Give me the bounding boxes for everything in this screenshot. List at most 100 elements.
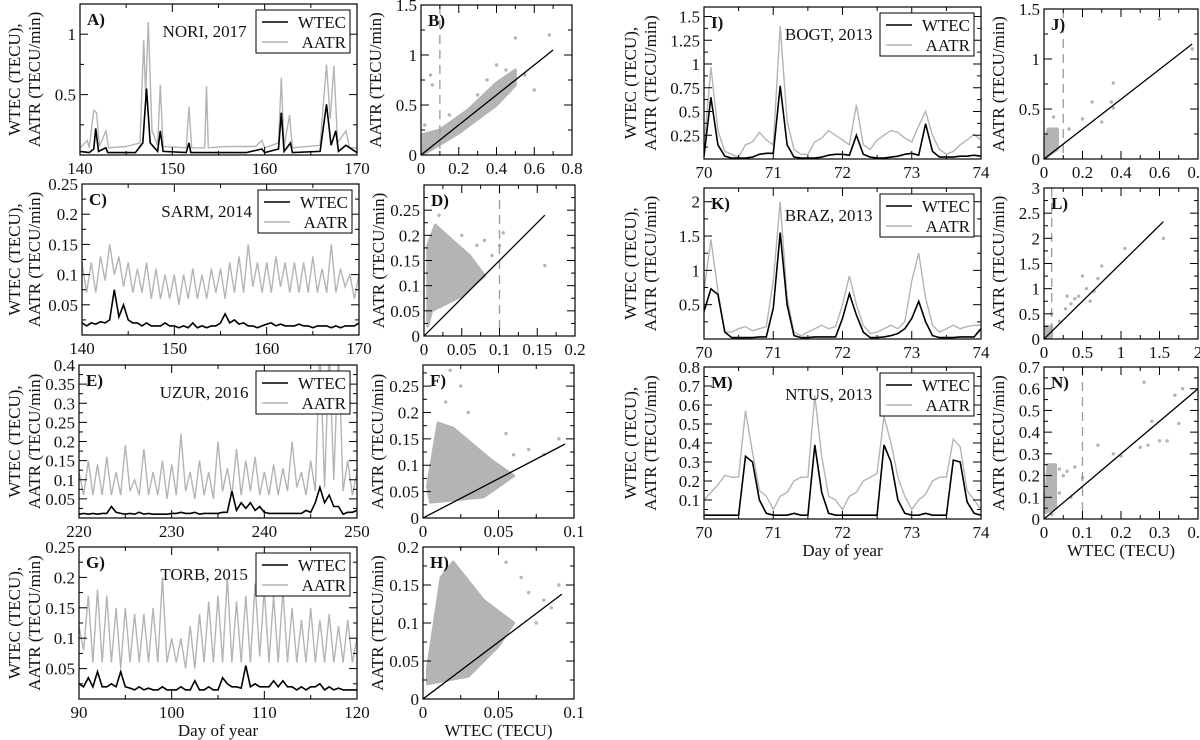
y-tick-label: 0.4 bbox=[1019, 423, 1041, 442]
y-tick-label: 0.15 bbox=[48, 235, 78, 254]
scatter-point bbox=[459, 384, 463, 388]
scatter-point bbox=[1088, 299, 1092, 303]
legend-box bbox=[879, 372, 975, 417]
y-tick-label: 1.5 bbox=[1019, 255, 1040, 274]
scatter-point bbox=[1069, 302, 1073, 306]
scatter-point bbox=[534, 621, 538, 625]
x-tick-label: 230 bbox=[159, 522, 185, 541]
x-tick-label: 0.2 bbox=[448, 159, 469, 178]
y-tick-label: 1 bbox=[1032, 50, 1041, 69]
legend-box bbox=[879, 193, 975, 238]
y-tick-label: 0.3 bbox=[54, 394, 75, 413]
y-tick-label: 0.6 bbox=[679, 396, 700, 415]
x-tick-label: 0 bbox=[1040, 343, 1049, 362]
x-tick-label: 1.5 bbox=[1149, 343, 1170, 362]
scatter-point bbox=[1157, 439, 1162, 443]
scatter-point bbox=[1073, 297, 1077, 301]
panel-letter: N) bbox=[1051, 373, 1069, 392]
legend-label-aatr: AATR bbox=[302, 33, 347, 52]
x-tick-label: 70 bbox=[696, 163, 713, 182]
scatter-point bbox=[1177, 421, 1181, 426]
scatter-point bbox=[504, 560, 508, 564]
scatter-point bbox=[1165, 439, 1169, 443]
y-tick-label: 1 bbox=[692, 55, 701, 74]
scatter-point bbox=[1080, 117, 1085, 121]
y-tick-label: 0.1 bbox=[399, 277, 420, 296]
x-tick-label: 72 bbox=[834, 163, 851, 182]
legend-label-wtec: WTEC bbox=[922, 16, 970, 35]
y-tick-label: 0.1 bbox=[398, 614, 419, 633]
scatter-dense-cloud bbox=[426, 560, 516, 686]
y-tick-label: 0.25 bbox=[48, 175, 78, 194]
scatter-dense-cloud bbox=[426, 223, 486, 328]
series-aatr-line bbox=[704, 25, 981, 158]
plot-frame bbox=[1043, 8, 1199, 160]
x-tick-label: 250 bbox=[344, 522, 370, 541]
legend-label-wtec: WTEC bbox=[922, 197, 970, 216]
y-axis-label: WTEC (TECU), bbox=[5, 385, 24, 497]
x-tick-label: 0 bbox=[417, 159, 426, 178]
y-tick-label: 0.2 bbox=[57, 205, 78, 224]
legend-box bbox=[879, 12, 975, 57]
panel-letter: D) bbox=[431, 191, 449, 210]
y-tick-label: 0.5 bbox=[1019, 305, 1040, 324]
y-tick-label: 0.15 bbox=[45, 452, 75, 471]
legend-label-wtec: WTEC bbox=[922, 376, 970, 395]
y-tick-label: 0 bbox=[412, 327, 421, 346]
series-aatr-line bbox=[79, 577, 357, 669]
y-tick-label: 0.5 bbox=[396, 96, 417, 115]
scatter-point bbox=[494, 63, 499, 67]
y-tick-label: 1 bbox=[1032, 280, 1041, 299]
scatter-point bbox=[448, 368, 452, 372]
x-tick-label: 140 bbox=[69, 339, 95, 358]
x-tick-label: 240 bbox=[252, 522, 278, 541]
scatter-point bbox=[557, 583, 561, 587]
y-axis-label: AATR (TECU/min) bbox=[366, 12, 385, 148]
y-tick-label: 0.2 bbox=[398, 538, 419, 557]
x-tick-label: 220 bbox=[66, 522, 92, 541]
y-tick-label: 1 bbox=[409, 46, 418, 65]
y-tick-label: 0.05 bbox=[45, 490, 75, 509]
scatter-point bbox=[1067, 127, 1071, 131]
x-tick-label: 0 bbox=[1040, 163, 1049, 182]
plot-area bbox=[424, 185, 547, 336]
panel-letter: H) bbox=[430, 553, 449, 572]
y-tick-label: 0.5 bbox=[679, 296, 700, 315]
x-tick-label: 2 bbox=[1194, 343, 1200, 362]
y-tick-label: 1.5 bbox=[1019, 0, 1040, 19]
y-tick-label: 1.25 bbox=[670, 31, 700, 50]
y-axis-label: WTEC (TECU), bbox=[5, 567, 24, 679]
x-tick-label: 0 bbox=[419, 522, 428, 541]
panel-G: 90 100 110 120 0.05 0.1 0.15 0.2 0.25 G) TORB, 201… bbox=[5, 538, 370, 740]
series-aatr-line bbox=[704, 201, 981, 337]
scatter-point bbox=[1090, 100, 1094, 104]
scatter-dense-cloud bbox=[426, 421, 516, 504]
x-tick-label: 160 bbox=[252, 159, 278, 178]
scatter-point bbox=[513, 36, 518, 40]
series-aatr-line bbox=[80, 22, 357, 149]
legend-label-wtec: WTEC bbox=[298, 13, 346, 32]
scatter-point bbox=[1080, 274, 1085, 278]
y-tick-label: 0.5 bbox=[679, 103, 700, 122]
x-tick-label: 160 bbox=[254, 339, 280, 358]
fit-line bbox=[423, 593, 563, 699]
y-tick-label: 1.5 bbox=[679, 227, 700, 246]
panel-F: 0 0.05 0.1 0 0.05 0.1 0.15 0.2 0.25 F) AATR (TECU/… bbox=[368, 364, 585, 541]
fit-line bbox=[1044, 388, 1198, 519]
scatter-point bbox=[532, 88, 536, 92]
y-tick-label: 0.05 bbox=[389, 652, 419, 671]
y-axis-label: WTEC (TECU), bbox=[621, 27, 640, 139]
y-tick-label: 0.25 bbox=[389, 377, 419, 396]
y-axis-label: WTEC (TECU), bbox=[621, 207, 640, 319]
y-axis-label: AATR (TECU/min) bbox=[25, 555, 44, 691]
scatter-dense-cloud bbox=[421, 68, 517, 155]
panel-letter: J) bbox=[1051, 15, 1065, 34]
scatter-point bbox=[527, 590, 531, 595]
y-tick-label: 0 bbox=[411, 690, 420, 709]
legend-box bbox=[255, 370, 351, 415]
y-tick-label: 0.25 bbox=[670, 126, 700, 145]
x-axis-label: WTEC (TECU) bbox=[444, 721, 552, 740]
scatter-point bbox=[1100, 120, 1104, 124]
